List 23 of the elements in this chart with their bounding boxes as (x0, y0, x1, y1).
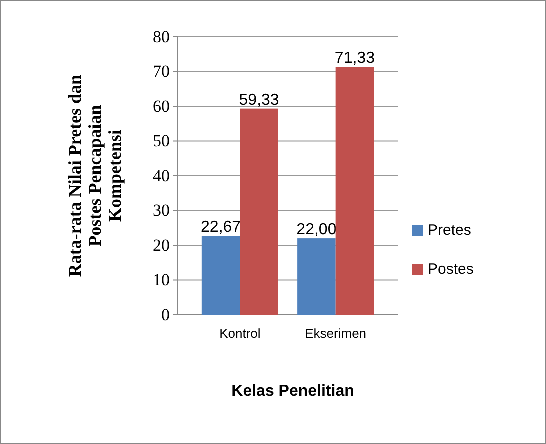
x-tick-label: Kontrol (220, 326, 261, 342)
y-tick-label: 40 (153, 166, 170, 186)
bar (202, 236, 240, 315)
bar (298, 238, 336, 315)
y-tick-label: 50 (153, 132, 170, 151)
y-tick-label: 70 (153, 62, 170, 82)
y-tick-label: 60 (153, 96, 170, 116)
bar (336, 67, 374, 315)
data-label: 71,33 (334, 50, 376, 68)
y-tick-label: 30 (153, 201, 170, 220)
data-label: 22,00 (296, 222, 337, 239)
y-tick-label: 0 (162, 305, 170, 324)
bar (240, 108, 278, 315)
y-tick-label: 80 (153, 27, 170, 46)
y-tick-label: 10 (153, 270, 170, 290)
y-tick-label: 20 (153, 236, 170, 255)
data-label: 22,67 (201, 219, 242, 236)
x-axis-title: Kelas Penelitian (232, 383, 354, 400)
y-axis-title: Rata-rata Nilai Pretes dan Postes Pencapaian Kompetensi (65, 74, 125, 278)
x-tick-label: Ekserimen (305, 326, 367, 342)
legend-label: Postes (428, 261, 474, 278)
legend-label: Pretes (428, 222, 472, 239)
data-label: 59,33 (239, 92, 280, 109)
